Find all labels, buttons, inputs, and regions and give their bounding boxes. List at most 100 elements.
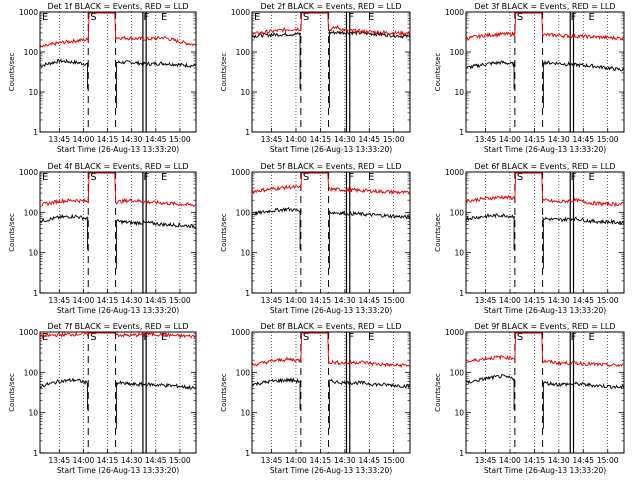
x-tick-label: 14:00 bbox=[73, 296, 95, 305]
event-marker-label: S bbox=[517, 12, 523, 23]
x-tick-label: 14:15 bbox=[97, 135, 119, 144]
series-lld-line bbox=[251, 12, 411, 37]
x-tick-label: 14:45 bbox=[145, 456, 167, 465]
y-tick-label: 10 bbox=[454, 409, 464, 418]
y-tick-label: 1000 bbox=[19, 8, 38, 17]
y-tick-label: 10 bbox=[454, 249, 464, 258]
y-tick-label: 10 bbox=[240, 249, 250, 258]
y-tick-label: 1000 bbox=[231, 328, 250, 337]
series-events-line bbox=[115, 59, 197, 69]
y-axis-label: Counts/sec bbox=[220, 213, 228, 252]
event-marker-label: F bbox=[143, 12, 149, 23]
y-tick-label: 1 bbox=[245, 128, 250, 137]
series-lld-line bbox=[251, 172, 411, 195]
event-marker-label: S bbox=[303, 12, 309, 23]
panel-title: Det 1f BLACK = Events, RED = LLD bbox=[47, 2, 188, 11]
series-events-line bbox=[251, 31, 302, 39]
x-tick-label: 14:00 bbox=[285, 296, 307, 305]
y-tick-label: 10 bbox=[240, 409, 250, 418]
x-tick-label: 14:45 bbox=[358, 296, 380, 305]
event-marker-label: E bbox=[589, 12, 595, 23]
x-tick-label: 14:30 bbox=[121, 296, 143, 305]
x-tick-label: 13:45 bbox=[261, 135, 283, 144]
event-marker-label: E bbox=[161, 172, 167, 183]
x-axis-label: Start Time (26-Aug-13 13:33:20) bbox=[57, 145, 179, 154]
y-tick-label: 10 bbox=[28, 409, 38, 418]
x-tick-label: 15:00 bbox=[169, 135, 191, 144]
y-tick-label: 1000 bbox=[445, 168, 464, 177]
x-tick-label: 14:45 bbox=[358, 456, 380, 465]
x-axis-label: Start Time (26-Aug-13 13:33:20) bbox=[484, 306, 606, 315]
event-marker-label: E bbox=[42, 12, 48, 23]
y-axis-label: Counts/sec bbox=[434, 373, 442, 412]
series-events-line bbox=[465, 213, 516, 221]
series-events-line bbox=[328, 30, 411, 39]
x-tick-label: 14:15 bbox=[310, 296, 332, 305]
y-tick-label: 100 bbox=[450, 368, 465, 377]
y-tick-label: 1 bbox=[245, 289, 250, 298]
x-tick-label: 15:00 bbox=[383, 456, 405, 465]
x-axis-label: Start Time (26-Aug-13 13:33:20) bbox=[270, 306, 392, 315]
event-marker-label: S bbox=[303, 172, 309, 183]
y-axis-label: Counts/sec bbox=[220, 373, 228, 412]
x-tick-label: 14:45 bbox=[572, 456, 594, 465]
series-events-line bbox=[251, 206, 302, 216]
x-tick-label: 14:00 bbox=[499, 296, 521, 305]
x-tick-label: 15:00 bbox=[383, 135, 405, 144]
x-tick-label: 13:45 bbox=[475, 456, 497, 465]
y-tick-label: 1000 bbox=[19, 168, 38, 177]
x-tick-label: 14:45 bbox=[358, 135, 380, 144]
y-tick-label: 1 bbox=[245, 449, 250, 458]
event-marker-label: E bbox=[42, 172, 48, 183]
series-events-line bbox=[465, 373, 516, 385]
y-tick-label: 1 bbox=[33, 449, 38, 458]
event-marker-label: S bbox=[90, 172, 96, 183]
event-marker-label: E bbox=[42, 332, 48, 343]
y-tick-label: 100 bbox=[236, 208, 251, 217]
x-tick-label: 14:00 bbox=[285, 135, 307, 144]
plot-frame bbox=[39, 11, 197, 133]
event-marker-label: E bbox=[589, 172, 595, 183]
event-marker-label: F bbox=[571, 12, 577, 23]
x-tick-label: 14:15 bbox=[97, 296, 119, 305]
x-tick-label: 15:00 bbox=[597, 296, 619, 305]
series-events-line bbox=[39, 213, 89, 224]
x-axis-label: Start Time (26-Aug-13 13:33:20) bbox=[484, 145, 606, 154]
plot-frame bbox=[251, 11, 411, 133]
event-marker-label: E bbox=[254, 12, 260, 23]
y-tick-label: 1 bbox=[33, 289, 38, 298]
x-tick-label: 13:45 bbox=[475, 135, 497, 144]
panel-title: Det 2f BLACK = Events, RED = LLD bbox=[260, 2, 401, 11]
x-tick-label: 14:00 bbox=[285, 456, 307, 465]
x-tick-label: 14:30 bbox=[121, 135, 143, 144]
x-tick-label: 14:30 bbox=[548, 296, 570, 305]
y-tick-label: 1000 bbox=[231, 8, 250, 17]
series-events-line bbox=[542, 380, 625, 390]
x-tick-label: 13:45 bbox=[475, 296, 497, 305]
y-tick-label: 100 bbox=[24, 48, 39, 57]
plot-frame bbox=[39, 331, 197, 454]
plot-frame bbox=[465, 331, 625, 454]
x-tick-label: 14:30 bbox=[548, 135, 570, 144]
series-events-line bbox=[115, 219, 197, 229]
y-axis-label: Counts/sec bbox=[8, 373, 16, 412]
series-events-line bbox=[328, 210, 411, 220]
event-marker-label: F bbox=[571, 332, 577, 343]
series-events-line bbox=[542, 216, 625, 226]
plot-frame bbox=[251, 171, 411, 294]
event-marker-label: S bbox=[303, 332, 309, 343]
y-tick-label: 10 bbox=[454, 88, 464, 97]
x-tick-label: 14:30 bbox=[548, 456, 570, 465]
x-tick-label: 14:45 bbox=[572, 296, 594, 305]
x-tick-label: 13:45 bbox=[261, 456, 283, 465]
x-tick-label: 14:15 bbox=[524, 456, 546, 465]
event-marker-label: F bbox=[143, 332, 149, 343]
y-axis-label: Counts/sec bbox=[8, 53, 16, 92]
event-marker-label: S bbox=[90, 332, 96, 343]
plot-frame bbox=[251, 331, 411, 454]
